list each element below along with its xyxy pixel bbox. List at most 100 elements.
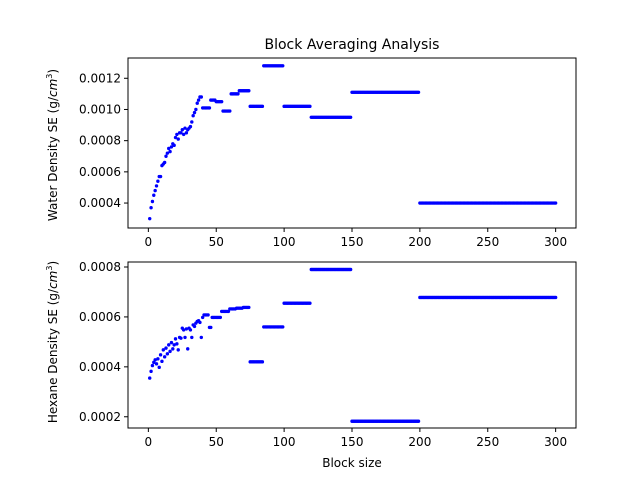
hexane-point-7: [157, 365, 161, 370]
water-y-tick-label-4: 0.0012: [79, 71, 121, 85]
hexane-x-tick-label-1: 50: [209, 435, 224, 449]
hexane-y-axis-label: Hexane Density SE (g/cm3): [45, 261, 60, 423]
water-point-31: [190, 120, 194, 124]
hexane-point-52: [218, 315, 223, 320]
hexane-point-9: [160, 359, 164, 364]
hexane-point-43: [206, 313, 210, 317]
water-point-18: [172, 143, 176, 148]
hexane-point-45: [209, 325, 213, 330]
hexane-x-tick-label-4: 200: [408, 435, 431, 449]
hexane-point-20: [175, 342, 179, 346]
hexane-point-1: [149, 369, 153, 374]
water-point-5: [154, 184, 159, 188]
water-point-20: [175, 132, 179, 137]
water-x-tick-label-5: 250: [476, 235, 499, 249]
hexane-point-28: [186, 347, 190, 351]
hexane-point-73: [247, 305, 251, 310]
hexane-y-ticks: 0.0002 0.0004 0.0006 0.0008: [79, 260, 128, 424]
water-x-tick-label-1: 50: [209, 235, 224, 249]
hexane-point-33: [192, 324, 197, 329]
water-y-tick-label-1: 0.0006: [79, 165, 121, 179]
water-point-59: [228, 109, 232, 113]
hexane-x-tick-label-5: 250: [476, 435, 499, 449]
hexane-point-19: [173, 337, 178, 341]
hexane-point-5: [154, 362, 159, 366]
water-point-0: [148, 216, 152, 221]
water-x-ticks: 0 50 100 150 200 250 300: [145, 228, 567, 249]
water-point-53: [219, 99, 224, 104]
water-point-98: [281, 64, 285, 68]
hexane-density-panel: 0 50 100 150 200 250 300 0.00020.00040.00060.0…: [45, 260, 577, 470]
hexane-point-98: [281, 325, 285, 329]
water-point-148: [348, 115, 353, 119]
water-point-299: [553, 201, 558, 205]
water-density-panel: Block Averaging Analysis 0 50 100 150 200 250…: [45, 37, 577, 249]
water-point-34: [194, 107, 198, 112]
hexane-point-58: [226, 309, 231, 314]
water-density-points: [148, 64, 558, 221]
water-x-tick-label-3: 150: [341, 235, 364, 249]
hexane-y-tick-label-3: 0.0008: [79, 260, 121, 274]
water-point-21: [176, 137, 180, 141]
water-x-tick-label-6: 300: [544, 235, 567, 249]
hexane-point-31: [190, 335, 194, 340]
water-point-32: [191, 114, 195, 118]
hexane-point-148: [348, 267, 353, 272]
water-x-tick-label-0: 0: [145, 235, 153, 249]
water-y-ticks: 0.0004 0.0006 0.0008 0.0010 0.0012: [79, 71, 128, 210]
hexane-point-6: [156, 357, 160, 361]
hexane-point-21: [176, 348, 180, 352]
hexane-x-ticks: 0 50 100 150 200 250 300: [145, 428, 567, 449]
hexane-point-14: [167, 343, 171, 347]
water-point-2: [150, 199, 155, 204]
water-point-8: [158, 174, 163, 179]
hexane-point-30: [188, 328, 193, 332]
water-point-33: [192, 110, 197, 115]
water-point-1: [149, 206, 153, 210]
hexane-y-tick-label-0: 0.0002: [79, 410, 121, 424]
water-point-27: [184, 131, 189, 135]
hexane-point-198: [416, 419, 421, 423]
water-point-16: [169, 145, 174, 149]
hexane-point-12: [164, 346, 168, 350]
hexane-point-17: [171, 347, 175, 351]
hexane-point-8: [158, 353, 163, 357]
hexane-point-299: [553, 295, 558, 300]
hexane-point-27: [184, 327, 189, 331]
water-point-3: [152, 193, 156, 197]
water-point-198: [416, 90, 421, 95]
water-point-6: [156, 179, 160, 183]
hexane-point-25: [181, 328, 186, 332]
x-axis-label: Block size: [322, 456, 382, 470]
water-y-tick-label-0: 0.0004: [79, 196, 121, 210]
water-x-tick-label-2: 100: [273, 235, 296, 249]
hexane-point-15: [168, 349, 172, 354]
hexane-point-26: [183, 335, 187, 340]
hexane-y-tick-label-2: 0.0006: [79, 310, 121, 324]
water-point-24: [180, 128, 184, 132]
water-point-12: [164, 154, 168, 158]
hexane-point-4: [153, 358, 157, 362]
hexane-point-118: [308, 301, 312, 305]
hexane-axes-frame: [127, 261, 577, 429]
water-point-4: [153, 188, 157, 193]
water-y-tick-label-2: 0.0008: [79, 134, 121, 148]
water-point-83: [260, 104, 265, 109]
water-point-11: [162, 160, 167, 165]
hexane-x-tick-label-2: 100: [273, 435, 296, 449]
hexane-point-83: [260, 360, 265, 364]
hexane-point-3: [152, 360, 156, 365]
hexane-point-39: [200, 315, 205, 320]
chart-title: Block Averaging Analysis: [265, 37, 440, 53]
water-y-tick-label-3: 0.0010: [79, 102, 121, 116]
water-point-73: [247, 89, 251, 93]
hexane-point-11: [162, 355, 167, 359]
water-point-23: [179, 131, 183, 135]
hexane-point-23: [179, 336, 183, 340]
water-point-36: [196, 98, 201, 102]
water-point-38: [199, 95, 204, 99]
hexane-density-points: [148, 267, 558, 423]
water-point-13: [165, 151, 170, 155]
water-x-tick-label-4: 200: [408, 235, 431, 249]
